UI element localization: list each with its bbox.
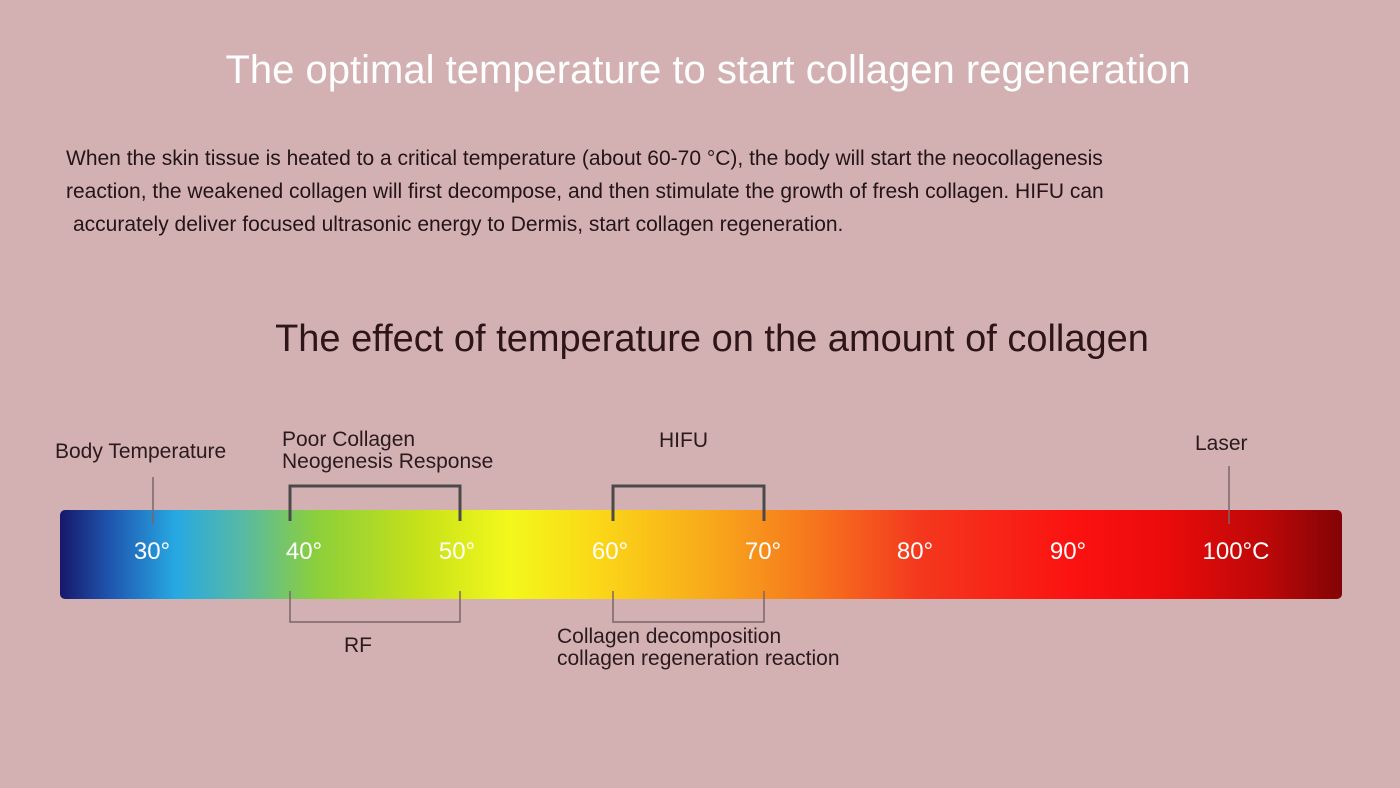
poor-collagen-label: Poor Collagen Neogenesis Response xyxy=(282,429,493,473)
tick-label-70: 70° xyxy=(744,538,782,565)
rf-label: RF xyxy=(344,634,372,657)
tick-label-50: 50° xyxy=(438,538,476,565)
intro-line-2: reaction, the weakened collagen will fir… xyxy=(66,180,1104,203)
temperature-gradient-bar xyxy=(60,510,1342,599)
body-temperature-label: Body Temperature xyxy=(55,440,227,463)
tick-label-30: 30° xyxy=(133,538,171,565)
page-title: The optimal temperature to start collage… xyxy=(225,48,1191,92)
laser-label: Laser xyxy=(1195,432,1248,455)
collagen-decomposition-label: Collagen decomposition collagen regenera… xyxy=(557,626,840,670)
tick-label-40: 40° xyxy=(285,538,323,565)
poor-collagen-label-line-2: Neogenesis Response xyxy=(282,450,494,473)
decomposition-label-line-1: Collagen decomposition xyxy=(557,625,782,648)
intro-paragraph: When the skin tissue is heated to a crit… xyxy=(66,142,1346,241)
tick-label-60: 60° xyxy=(591,538,629,565)
tick-label-100: 100°C xyxy=(1202,538,1270,565)
tick-label-80: 80° xyxy=(896,538,934,565)
intro-line-3: accurately deliver focused ultrasonic en… xyxy=(73,213,844,236)
decomposition-label-line-2: collagen regeneration reaction xyxy=(557,647,840,670)
tick-label-90: 90° xyxy=(1049,538,1087,565)
intro-line-1: When the skin tissue is heated to a crit… xyxy=(66,147,1103,170)
hifu-label: HIFU xyxy=(659,429,708,452)
diagram-title: The effect of temperature on the amount … xyxy=(275,318,1149,360)
poor-collagen-label-line-1: Poor Collagen xyxy=(282,428,416,451)
